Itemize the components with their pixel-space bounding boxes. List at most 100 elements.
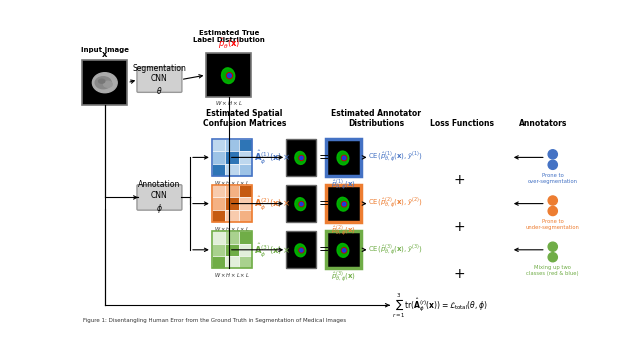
Bar: [212, 231, 225, 244]
Bar: [225, 197, 239, 210]
Bar: [225, 164, 239, 176]
Bar: [225, 151, 239, 164]
Text: Estimated Annotator
Distributions: Estimated Annotator Distributions: [331, 109, 421, 128]
Ellipse shape: [337, 197, 349, 211]
Ellipse shape: [300, 202, 303, 206]
Text: Annotation
CNN
$\phi$: Annotation CNN $\phi$: [138, 180, 180, 215]
Text: $\hat{p}_{\theta,\phi}^{(3)}(\mathbf{x})$: $\hat{p}_{\theta,\phi}^{(3)}(\mathbf{x})…: [331, 270, 356, 285]
Text: $\mathrm{CE}(\hat{p}_{\theta,\phi}^{(3)}(\mathbf{x}), \bar{y}^{(3)})$: $\mathrm{CE}(\hat{p}_{\theta,\phi}^{(3)}…: [367, 242, 422, 258]
Bar: [225, 185, 239, 197]
Bar: [239, 244, 252, 256]
Text: Prone to
over-segmentation: Prone to over-segmentation: [528, 173, 578, 184]
Bar: [212, 164, 225, 176]
Text: $\hat{\mathbf{A}}_\phi^{(2)}(\mathbf{x}) \times$: $\hat{\mathbf{A}}_\phi^{(2)}(\mathbf{x})…: [254, 195, 291, 212]
Ellipse shape: [221, 68, 235, 84]
Bar: [239, 164, 252, 176]
Bar: [212, 185, 252, 222]
Text: $\hat{\mathbf{A}}_\phi^{(3)}(\mathbf{x}) \times$: $\hat{\mathbf{A}}_\phi^{(3)}(\mathbf{x})…: [254, 241, 291, 258]
Bar: [286, 185, 316, 222]
Text: $W \times H \times L$: $W \times H \times L$: [215, 99, 243, 107]
Bar: [212, 185, 225, 197]
Bar: [212, 139, 252, 176]
Bar: [212, 244, 225, 256]
Bar: [212, 139, 225, 151]
Ellipse shape: [300, 249, 303, 252]
Ellipse shape: [342, 156, 346, 160]
Ellipse shape: [300, 156, 303, 160]
Ellipse shape: [548, 160, 557, 169]
Text: Input Image: Input Image: [81, 47, 129, 53]
Bar: [239, 210, 252, 222]
Circle shape: [548, 150, 557, 159]
Bar: [212, 151, 225, 164]
Bar: [239, 151, 252, 164]
Text: =: =: [319, 197, 330, 210]
Ellipse shape: [95, 77, 111, 89]
Bar: [286, 139, 316, 176]
Text: $\hat{p}_{\theta,\phi}^{(2)}(\mathbf{x})$: $\hat{p}_{\theta,\phi}^{(2)}(\mathbf{x})…: [331, 224, 356, 239]
Text: Loss Functions: Loss Functions: [430, 119, 494, 128]
Ellipse shape: [337, 244, 349, 257]
Text: =: =: [319, 243, 330, 256]
Text: =: =: [319, 151, 330, 164]
Ellipse shape: [104, 81, 112, 87]
Ellipse shape: [299, 156, 304, 160]
Text: Segmentation
CNN
$\theta$: Segmentation CNN $\theta$: [132, 63, 186, 96]
Ellipse shape: [227, 74, 232, 77]
Bar: [225, 139, 239, 151]
Text: $\mathrm{CE}(\hat{p}_{\theta,\phi}^{(2)}(\mathbf{x}), \bar{y}^{(2)})$: $\mathrm{CE}(\hat{p}_{\theta,\phi}^{(2)}…: [367, 196, 422, 211]
FancyBboxPatch shape: [137, 185, 182, 210]
Bar: [326, 231, 360, 268]
Text: $W \times H \times L \times L$: $W \times H \times L \times L$: [214, 272, 250, 279]
Bar: [239, 256, 252, 268]
Bar: [212, 197, 225, 210]
Ellipse shape: [295, 152, 306, 164]
Text: $\hat{p}_{\theta,\phi}^{(1)}(\mathbf{x})$: $\hat{p}_{\theta,\phi}^{(1)}(\mathbf{x})…: [331, 177, 356, 193]
Bar: [212, 210, 225, 222]
Ellipse shape: [342, 202, 346, 206]
Text: Figure 1: Disentangling Human Error from the Ground Truth in Segmentation of Med: Figure 1: Disentangling Human Error from…: [83, 317, 346, 323]
Text: Estimated Spatial
Confusion Matrices: Estimated Spatial Confusion Matrices: [203, 109, 286, 128]
Text: Mixing up two
classes (red & blue): Mixing up two classes (red & blue): [527, 265, 579, 276]
Bar: [239, 197, 252, 210]
Text: $\mathrm{CE}(\hat{p}_{\theta,\phi}^{(1)}(\mathbf{x}), \bar{y}^{(1)})$: $\mathrm{CE}(\hat{p}_{\theta,\phi}^{(1)}…: [367, 150, 422, 165]
Text: Estimated True
Label Distribution: Estimated True Label Distribution: [193, 30, 265, 43]
Ellipse shape: [299, 248, 304, 253]
Ellipse shape: [548, 253, 557, 262]
Text: $\mathbf{x}$: $\mathbf{x}$: [101, 50, 108, 59]
Ellipse shape: [342, 248, 347, 253]
Ellipse shape: [342, 155, 347, 161]
Bar: [212, 256, 225, 268]
Bar: [225, 231, 239, 244]
Bar: [212, 231, 252, 268]
Text: $\hat{p}_\theta(\mathbf{x})$: $\hat{p}_\theta(\mathbf{x})$: [218, 37, 240, 51]
Ellipse shape: [342, 249, 346, 252]
Bar: [225, 210, 239, 222]
Circle shape: [548, 242, 557, 251]
FancyBboxPatch shape: [137, 67, 182, 92]
Ellipse shape: [99, 79, 105, 83]
Text: Prone to
under-segmentation: Prone to under-segmentation: [526, 219, 580, 230]
Ellipse shape: [342, 202, 347, 207]
Bar: [239, 185, 252, 197]
Ellipse shape: [295, 198, 306, 211]
Text: $W \times H \times L \times L$: $W \times H \times L \times L$: [214, 179, 250, 187]
Bar: [83, 60, 127, 105]
Ellipse shape: [295, 244, 306, 257]
Circle shape: [548, 196, 557, 205]
Ellipse shape: [227, 73, 232, 79]
Bar: [239, 231, 252, 244]
Ellipse shape: [299, 202, 304, 207]
Text: +: +: [454, 268, 465, 281]
Text: $\sum_{r=1}^{3} \mathrm{tr}(\hat{\mathbf{A}}_\phi^{(r)}(\mathbf{x})) = \mathcal{: $\sum_{r=1}^{3} \mathrm{tr}(\hat{\mathbf…: [392, 291, 487, 320]
Text: $W \times H \times L \times L$: $W \times H \times L \times L$: [214, 225, 250, 233]
Text: $\hat{\mathbf{A}}_\phi^{(1)}(\mathbf{x}) \times$: $\hat{\mathbf{A}}_\phi^{(1)}(\mathbf{x})…: [254, 148, 291, 166]
Ellipse shape: [92, 73, 117, 93]
Bar: [225, 244, 239, 256]
Bar: [286, 231, 316, 268]
Text: +: +: [454, 220, 465, 234]
Text: Annotators: Annotators: [519, 119, 568, 128]
Bar: [326, 185, 360, 222]
Ellipse shape: [337, 151, 349, 165]
Bar: [239, 139, 252, 151]
